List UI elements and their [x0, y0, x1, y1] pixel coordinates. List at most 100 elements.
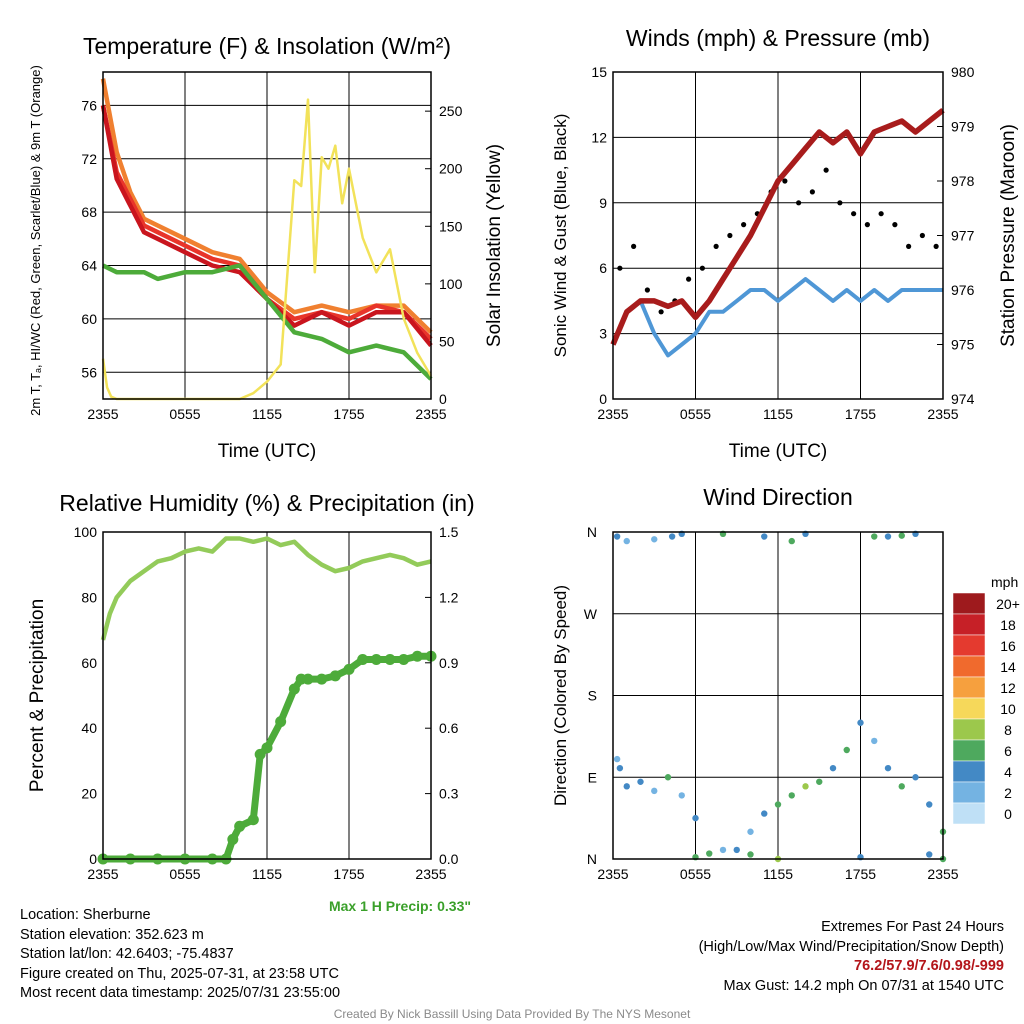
direction-point [616, 764, 624, 772]
direction-point [692, 814, 699, 822]
gust-point [782, 178, 788, 184]
gust-point [727, 232, 733, 239]
colorbar-swatch [952, 718, 986, 741]
gust-point [686, 276, 692, 282]
y-tick-label-right: 979 [951, 119, 975, 135]
gust-point [741, 222, 747, 228]
x-tick-label: 2355 [597, 866, 628, 882]
y-tick-label: 80 [81, 589, 97, 605]
y-tick-label: 76 [81, 97, 97, 113]
winds-pressure-panel: 2355 0555 1155 1755 2355 Winds (mph) & Pressu… [551, 25, 1019, 462]
extremes-subtitle: (High/Low/Max Wind/Precipitation/Snow De… [698, 938, 1004, 955]
x-tick-label: 1755 [333, 866, 364, 882]
credit-line: Created By Nick Bassill Using Data Provi… [333, 1007, 691, 1021]
colorbar-label: 10 [1000, 701, 1016, 717]
chart-title: Relative Humidity (%) & Precipitation (i… [59, 490, 474, 516]
colorbar-label: 16 [1000, 638, 1016, 654]
precipitation-point [411, 650, 423, 662]
colorbar-swatch [952, 676, 986, 699]
series-line-3 [100, 104, 433, 348]
direction-tick-label: W [584, 606, 598, 622]
y-tick-label-right: 0.0 [439, 851, 459, 867]
gust-point [837, 200, 843, 206]
precipitation-point [329, 670, 341, 682]
colorbar-swatch [952, 760, 986, 783]
y-tick-label-right: 0.9 [439, 655, 459, 671]
y-tick-label-right: 200 [439, 161, 463, 177]
x-tick-label: 0555 [169, 866, 200, 882]
direction-tick-label: N [587, 851, 597, 867]
gust-point [713, 243, 719, 249]
direction-point [816, 778, 823, 785]
colorbar-label: 2 [1004, 785, 1012, 801]
y-tick-label-right: 50 [439, 333, 455, 349]
y-tick-label: 6 [599, 260, 607, 276]
colorbar-swatch [952, 592, 986, 615]
x-tick-label: 2355 [415, 866, 446, 882]
x-tick-label: 0555 [680, 406, 711, 422]
precipitation-point [384, 654, 396, 666]
precipitation-point [398, 654, 410, 666]
direction-point [857, 719, 864, 726]
gust-point [892, 222, 898, 228]
y-tick-label-right: 977 [951, 228, 975, 244]
chart-title: Wind Direction [703, 484, 853, 510]
plot-frame [612, 531, 944, 860]
x-tick-label: 2355 [415, 406, 446, 422]
gust-point [933, 243, 939, 249]
most-recent-timestamp: Most recent data timestamp: 2025/07/31 2… [20, 985, 341, 1001]
y-tick-label-right: 980 [951, 64, 975, 80]
gust-point [851, 211, 857, 217]
x-tick-label: 1755 [845, 866, 876, 882]
x-tick-label: 1755 [845, 406, 876, 422]
gust-point [796, 200, 802, 206]
direction-point [843, 746, 850, 754]
gust-point [658, 309, 664, 315]
direction-point [678, 792, 685, 799]
x-tick-label: 2355 [87, 866, 118, 882]
direction-point [884, 764, 892, 772]
chart-title: Winds (mph) & Pressure (mb) [626, 25, 930, 51]
y-tick-label: 56 [81, 364, 97, 380]
colorbar-label: 12 [1000, 680, 1016, 696]
extremes-info: Extremes For Past 24 Hours (High/Low/Max… [699, 918, 1004, 996]
gust-point [699, 265, 705, 271]
gust-point [617, 265, 623, 271]
direction-point [747, 851, 754, 858]
y-tick-label: 12 [591, 129, 607, 145]
direction-point [898, 532, 905, 539]
pressure-line [610, 108, 945, 346]
precipitation-point [316, 673, 328, 685]
colorbar-label: 18 [1000, 617, 1016, 633]
direction-point [788, 537, 795, 545]
figure-created: Figure created on Thu, 2025-07-31, at 23… [20, 965, 339, 982]
direction-point [912, 774, 919, 781]
y-axis-label-right: Station Pressure (Maroon) [998, 124, 1019, 347]
x-tick-label: 1755 [333, 406, 364, 422]
precipitation-point [370, 654, 382, 666]
precipitation-point [234, 820, 246, 832]
direction-tick-label: S [588, 688, 597, 704]
plot-frame [102, 531, 432, 860]
x-tick-label: 1155 [763, 866, 793, 882]
extremes-values: 76.2/57.9/7.6/0.98/-999 [854, 958, 1004, 974]
y-tick-label-right: 250 [439, 103, 463, 119]
x-tick-label: 2355 [927, 866, 958, 882]
y-tick-label: 15 [591, 64, 607, 80]
colorbar-label: 8 [1004, 722, 1012, 738]
wind-direction-panel: 2355 0555 1155 1755 2355 Wind Direction N E S W N D… [551, 484, 1020, 882]
y-tick-label: 68 [81, 204, 97, 220]
y-tick-label: 20 [81, 786, 97, 802]
direction-point [774, 801, 782, 808]
precipitation-point [254, 748, 266, 760]
y-tick-label-right: 0 [439, 391, 447, 407]
y-axis-label: Direction (Colored By Speed) [551, 585, 570, 806]
direction-point [613, 755, 621, 763]
y-tick-label: 64 [81, 258, 97, 274]
sonic-wind-line [611, 277, 943, 358]
max-precip-annotation: Max 1 H Precip: 0.33" [329, 898, 471, 914]
y-tick-label-right: 0.3 [439, 786, 459, 802]
y-tick-label-right: 974 [951, 391, 975, 407]
y-tick-label: 40 [81, 720, 97, 736]
y-tick-label: 60 [81, 311, 97, 327]
